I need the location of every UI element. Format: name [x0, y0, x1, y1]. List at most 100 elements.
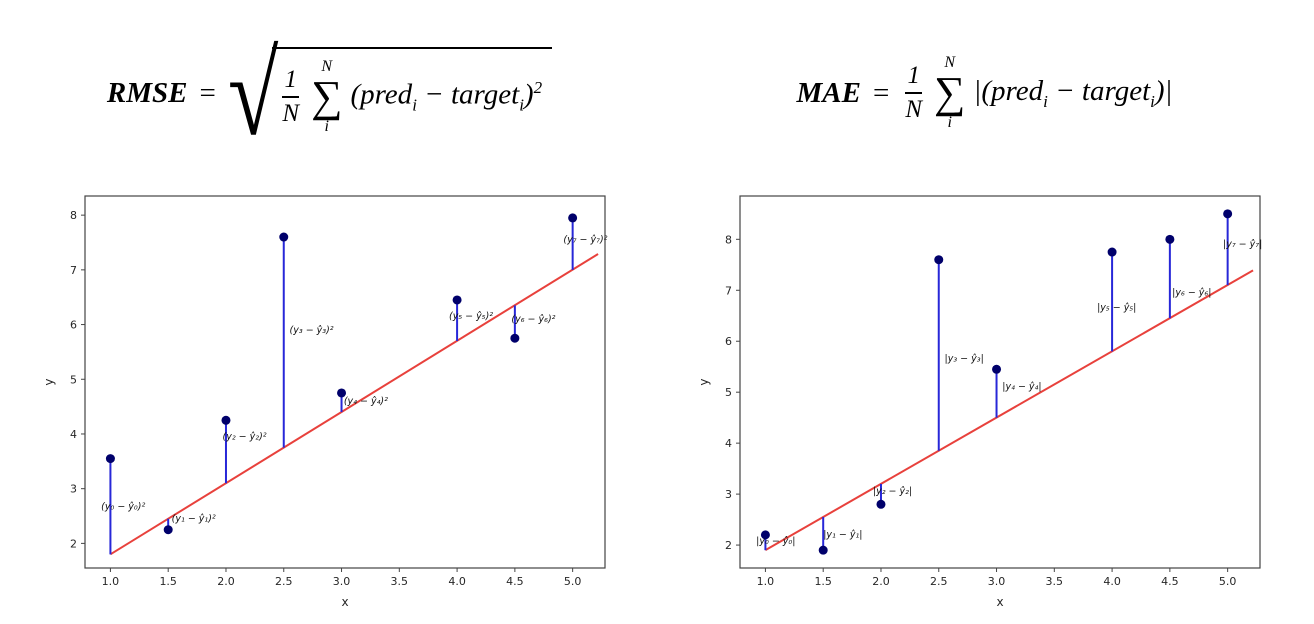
- residual-label: (y₁ − ŷ₁)²: [171, 514, 215, 525]
- x-tick-label: 3.0: [332, 575, 350, 588]
- fraction-bar: [905, 92, 923, 94]
- x-axis-label: x: [996, 595, 1003, 609]
- fraction-one-over-n: 1 N: [905, 61, 923, 124]
- fraction-one-over-n: 1 N: [282, 65, 300, 128]
- sum-lower-limit: i: [947, 114, 952, 131]
- x-tick-label: 4.0: [1103, 575, 1121, 588]
- y-tick-label: 8: [725, 233, 732, 246]
- y-tick-label: 4: [725, 437, 732, 450]
- expr-open: (pred: [350, 78, 413, 111]
- sum-lower-limit: i: [324, 118, 329, 135]
- data-point: [1222, 209, 1232, 219]
- y-tick-label: 5: [725, 386, 732, 399]
- residual-label: |y₆ − ŷ₆|: [1172, 287, 1211, 298]
- expr-middle: − target: [416, 78, 520, 111]
- residual-label: |y₅ − ŷ₅|: [1097, 303, 1136, 314]
- data-point: [760, 530, 770, 540]
- x-tick-label: 3.5: [390, 575, 408, 588]
- rmse-plot: 1.0 1.5 2.0 2.5 3.0 3.5 4.0 4.5 5.0 2 3 4 5 6 7 8 x y (y₀ …: [42, 195, 607, 609]
- residual-label: (y₄ − ŷ₄)²: [343, 396, 387, 407]
- x-tick-label: 3.5: [1045, 575, 1063, 588]
- expr-open: |(pred: [973, 74, 1044, 107]
- sum-upper-limit: N: [944, 54, 956, 71]
- residual-label: |y₀ − ŷ₀|: [756, 536, 795, 547]
- data-point: [818, 545, 828, 555]
- summation: N ∑ i: [311, 59, 342, 135]
- x-tick-label: 4.0: [448, 575, 466, 588]
- x-axis-label: x: [341, 595, 348, 609]
- mae-formula: MAE = 1 N N ∑ i |(predi − targeti)|: [797, 4, 1173, 182]
- rmse-formula: RMSE = √ 1 N N ∑ i (predi − ta: [107, 4, 553, 182]
- fit-line: [764, 269, 1254, 552]
- x-tick-label: 1.0: [101, 575, 119, 588]
- residual-label: (y₆ − ŷ₆)²: [511, 314, 555, 325]
- data-point: [336, 388, 346, 398]
- residual-label: (y₀ − ŷ₀)²: [101, 501, 145, 512]
- mae-plot: 1.0 1.5 2.0 2.5 3.0 3.5 4.0 4.5 5.0 2 3 4 5 6 7 8 x y |y₀ …: [697, 195, 1262, 609]
- absolute-error-expression: |(predi − targeti)|: [973, 75, 1172, 112]
- sigma-icon: ∑: [311, 72, 343, 121]
- fraction-numerator: 1: [284, 65, 297, 93]
- sqrt-body: 1 N N ∑ i (predi − targeti)2: [272, 47, 553, 135]
- fraction-denominator: N: [905, 96, 923, 123]
- subscript-i: i: [412, 95, 417, 115]
- x-tick-label: 2.0: [872, 575, 890, 588]
- subscript-i: i: [1150, 91, 1155, 111]
- subscript-i: i: [519, 95, 524, 115]
- squared-error-expression: (predi − targeti)2: [350, 78, 542, 115]
- residual-label: |y₂ − ŷ₂|: [872, 486, 911, 497]
- y-tick-label: 7: [70, 264, 77, 277]
- data-point: [567, 213, 577, 223]
- x-tick-label: 2.0: [217, 575, 235, 588]
- y-axis-label: y: [697, 378, 711, 385]
- residual-label: (y₇ − ŷ₇)²: [563, 235, 607, 246]
- data-point: [220, 415, 230, 425]
- y-tick-label: 4: [70, 428, 77, 441]
- y-tick-label: 7: [725, 284, 732, 297]
- data-point: [105, 454, 115, 464]
- expr-close: )|: [1154, 74, 1173, 107]
- y-tick-label: 5: [70, 373, 77, 386]
- mae-formula-lhs: MAE: [796, 76, 861, 109]
- mae-panel: MAE = 1 N N ∑ i |(predi − targeti)| 1.0 1…: [657, 4, 1312, 620]
- x-tick-label: 5.0: [1218, 575, 1236, 588]
- expr-close: ): [523, 78, 534, 111]
- data-point: [163, 525, 173, 535]
- residual-label: |y₄ − ŷ₄|: [1002, 382, 1041, 393]
- data-point: [1107, 247, 1117, 257]
- fraction-numerator: 1: [907, 61, 920, 89]
- y-axis-label: y: [42, 378, 56, 385]
- data-point: [933, 255, 943, 265]
- x-tick-label: 2.5: [275, 575, 293, 588]
- x-tick-label: 1.5: [159, 575, 177, 588]
- data-point: [509, 333, 519, 343]
- sum-upper-limit: N: [321, 58, 333, 75]
- data-point: [991, 364, 1001, 374]
- residual-label: (y₃ − ŷ₃)²: [289, 325, 333, 336]
- x-tick-label: 1.0: [756, 575, 774, 588]
- y-tick-label: 6: [725, 335, 732, 348]
- data-point: [875, 499, 885, 509]
- fraction-denominator: N: [282, 100, 300, 127]
- x-tick-label: 4.5: [1161, 575, 1179, 588]
- y-tick-label: 3: [70, 483, 77, 496]
- rmse-panel: RMSE = √ 1 N N ∑ i (predi − ta: [2, 4, 657, 620]
- x-tick-label: 1.5: [814, 575, 832, 588]
- sqrt-icon: √: [227, 29, 279, 160]
- data-point: [452, 295, 462, 305]
- sigma-icon: ∑: [934, 68, 966, 117]
- fraction-bar: [282, 96, 300, 98]
- subscript-i: i: [1043, 91, 1048, 111]
- expr-middle: − target: [1047, 74, 1151, 107]
- y-tick-label: 2: [70, 537, 77, 550]
- residual-label: |y₃ − ŷ₃|: [944, 354, 983, 365]
- y-tick-label: 3: [725, 488, 732, 501]
- square-root: √ 1 N N ∑ i (predi − targeti)2: [228, 35, 553, 153]
- data-point: [1164, 234, 1174, 244]
- fit-line: [109, 253, 599, 556]
- residual-label: |y₇ − ŷ₇|: [1223, 239, 1262, 250]
- x-tick-label: 5.0: [563, 575, 581, 588]
- plot-frame: [83, 195, 606, 569]
- residual-label: (y₅ − ŷ₅)²: [449, 311, 493, 322]
